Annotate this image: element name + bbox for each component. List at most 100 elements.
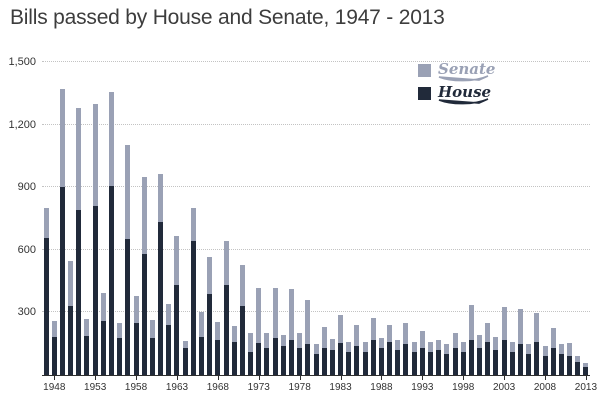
bar-1994	[428, 342, 433, 375]
x-tick-mark-1948	[54, 376, 56, 380]
x-tick-label-1978: 1978	[288, 382, 311, 393]
bar-2004	[509, 342, 515, 375]
gridline-600	[42, 248, 590, 250]
house-segment	[92, 206, 98, 375]
house-segment	[493, 350, 499, 375]
house-segment	[387, 342, 393, 375]
bar-1980	[313, 344, 319, 375]
bar-1997	[452, 333, 458, 375]
bar-2005	[517, 309, 523, 375]
senate-segment	[509, 342, 515, 352]
house-segment	[166, 325, 172, 375]
house-segment	[460, 352, 466, 375]
senate-swash-icon	[438, 75, 489, 82]
house-segment	[288, 340, 294, 375]
bar-1961	[158, 174, 164, 375]
bar-2013	[583, 363, 589, 375]
house-segment	[207, 294, 213, 375]
bar-1998	[460, 342, 466, 375]
bar-1951	[76, 108, 82, 375]
senate-segment	[84, 319, 90, 336]
house-segment	[59, 187, 65, 375]
x-tick-mark-1993	[422, 376, 424, 380]
legend-label-house: House	[438, 83, 492, 101]
legend-item-senate: Senate	[418, 62, 495, 85]
house-segment	[542, 356, 548, 375]
senate-segment	[68, 261, 74, 306]
house-segment	[84, 336, 90, 375]
x-tick-mark-1963	[176, 376, 178, 380]
chart-title: Bills passed by House and Senate, 1947 -…	[10, 6, 445, 29]
x-tick-label-1958: 1958	[124, 382, 148, 393]
senate-segment	[158, 174, 164, 222]
senate-segment	[43, 208, 49, 238]
bar-1975	[272, 288, 278, 375]
senate-segment	[215, 322, 221, 340]
house-segment	[468, 340, 474, 375]
x-tick-mark-2013	[585, 376, 587, 380]
bar-2002	[493, 337, 499, 375]
bar-1959	[141, 177, 147, 375]
senate-segment	[264, 333, 270, 348]
house-segment	[100, 321, 106, 375]
house-segment	[395, 350, 401, 375]
x-tick-label-1983: 1983	[329, 382, 352, 393]
bar-1990	[395, 340, 401, 375]
house-segment	[272, 338, 278, 375]
y-tick-label-600: 600	[17, 243, 36, 256]
x-tick-label-2003: 2003	[492, 382, 516, 393]
x-tick-label-1968: 1968	[206, 382, 229, 393]
house-segment	[403, 344, 409, 375]
house-segment	[109, 186, 115, 375]
senate-segment	[575, 356, 581, 362]
senate-segment	[141, 177, 147, 254]
gridline-1200	[42, 123, 590, 125]
senate-segment	[428, 342, 433, 352]
bar-1982	[329, 339, 335, 375]
bar-1986	[362, 342, 368, 375]
senate-segment	[109, 92, 115, 186]
x-tick-mark-1958	[136, 376, 138, 380]
house-segment	[550, 348, 556, 375]
x-tick-mark-1953	[95, 376, 97, 380]
house-segment	[444, 354, 450, 375]
senate-segment	[395, 340, 401, 350]
senate-segment	[51, 321, 57, 337]
x-tick-label-1988: 1988	[370, 382, 393, 393]
bar-1970	[231, 326, 237, 375]
senate-segment	[182, 341, 188, 348]
house-segment	[509, 352, 515, 375]
bar-1973	[256, 288, 262, 375]
senate-segment	[190, 208, 196, 241]
house-segment	[346, 352, 352, 375]
bar-1966	[198, 312, 204, 375]
bar-1963	[174, 236, 180, 375]
house-segment	[534, 342, 540, 375]
senate-segment	[297, 333, 303, 348]
house-segment	[575, 362, 581, 375]
bar-1955	[109, 92, 115, 375]
bar-1952	[84, 319, 90, 375]
x-tick-mark-2008	[545, 376, 546, 380]
house-segment	[583, 367, 589, 375]
bar-1993	[419, 331, 425, 375]
bar-2009	[550, 328, 556, 375]
senate-segment	[517, 309, 523, 344]
gridline-300	[42, 311, 590, 313]
bar-1977	[288, 289, 294, 375]
x-tick-mark-1988	[381, 376, 383, 380]
senate-segment	[411, 342, 417, 352]
senate-segment	[288, 289, 294, 340]
bar-1992	[411, 342, 417, 375]
senate-swatch-icon	[418, 64, 431, 77]
house-segment	[280, 346, 286, 375]
bar-1984	[346, 342, 352, 375]
x-axis: 1948 1953 1958 1963 1968 1973 1978 1983 1988 1993…	[42, 376, 597, 398]
senate-segment	[403, 323, 409, 344]
bar-1987	[370, 318, 376, 375]
house-segment	[362, 352, 368, 375]
senate-segment	[346, 342, 352, 352]
x-tick-label-1993: 1993	[411, 382, 434, 393]
senate-segment	[59, 89, 65, 187]
